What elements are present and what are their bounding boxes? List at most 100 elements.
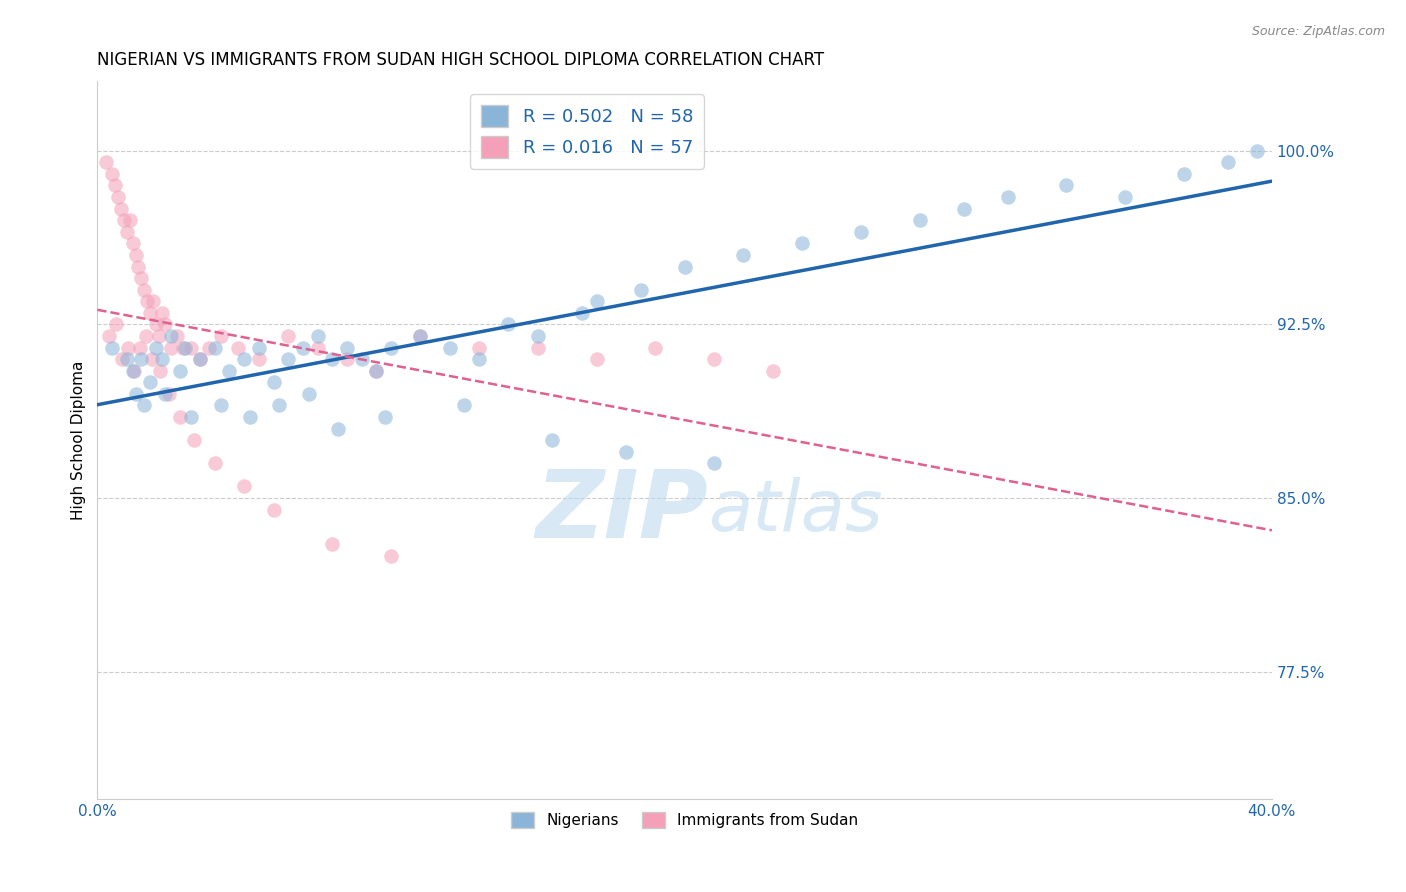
- Point: [1114, 190, 1136, 204]
- Point: [733, 248, 755, 262]
- Point: [183, 433, 205, 447]
- Point: [952, 202, 974, 216]
- Point: [673, 260, 696, 274]
- Point: [233, 352, 256, 367]
- Point: [1216, 155, 1239, 169]
- Point: [762, 364, 785, 378]
- Point: [139, 306, 162, 320]
- Point: [111, 352, 134, 367]
- Point: [104, 178, 127, 193]
- Point: [105, 318, 128, 332]
- Point: [291, 341, 314, 355]
- Point: [110, 202, 132, 216]
- Point: [703, 352, 725, 367]
- Point: [409, 329, 432, 343]
- Point: [204, 341, 226, 355]
- Point: [121, 236, 143, 251]
- Point: [307, 329, 329, 343]
- Point: [115, 352, 138, 367]
- Point: [153, 386, 176, 401]
- Point: [145, 341, 167, 355]
- Point: [585, 294, 607, 309]
- Point: [321, 537, 343, 551]
- Point: [326, 421, 349, 435]
- Point: [298, 386, 321, 401]
- Point: [374, 409, 396, 424]
- Point: [180, 341, 202, 355]
- Text: atlas: atlas: [709, 477, 883, 546]
- Point: [321, 352, 343, 367]
- Point: [180, 409, 202, 424]
- Point: [112, 213, 135, 227]
- Point: [218, 364, 240, 378]
- Point: [150, 352, 173, 367]
- Point: [226, 341, 249, 355]
- Point: [468, 341, 491, 355]
- Point: [849, 225, 872, 239]
- Point: [117, 341, 139, 355]
- Point: [269, 398, 291, 412]
- Point: [997, 190, 1019, 204]
- Point: [409, 329, 432, 343]
- Text: ZIP: ZIP: [536, 466, 709, 558]
- Point: [174, 341, 197, 355]
- Text: Source: ZipAtlas.com: Source: ZipAtlas.com: [1251, 25, 1385, 38]
- Point: [107, 190, 129, 204]
- Point: [307, 341, 329, 355]
- Point: [124, 386, 146, 401]
- Point: [148, 329, 170, 343]
- Point: [141, 352, 163, 367]
- Point: [204, 456, 226, 470]
- Point: [247, 352, 270, 367]
- Point: [585, 352, 607, 367]
- Point: [247, 341, 270, 355]
- Point: [1246, 144, 1268, 158]
- Point: [129, 341, 152, 355]
- Point: [209, 329, 232, 343]
- Point: [198, 341, 221, 355]
- Point: [790, 236, 813, 251]
- Point: [453, 398, 475, 412]
- Point: [439, 341, 461, 355]
- Point: [541, 433, 564, 447]
- Point: [908, 213, 931, 227]
- Point: [336, 352, 359, 367]
- Point: [121, 364, 143, 378]
- Point: [571, 306, 593, 320]
- Point: [139, 376, 162, 390]
- Point: [188, 352, 211, 367]
- Y-axis label: High School Diploma: High School Diploma: [72, 360, 86, 520]
- Point: [188, 352, 211, 367]
- Point: [142, 294, 165, 309]
- Legend: Nigerians, Immigrants from Sudan: Nigerians, Immigrants from Sudan: [505, 806, 865, 834]
- Point: [468, 352, 491, 367]
- Point: [131, 271, 153, 285]
- Text: NIGERIAN VS IMMIGRANTS FROM SUDAN HIGH SCHOOL DIPLOMA CORRELATION CHART: NIGERIAN VS IMMIGRANTS FROM SUDAN HIGH S…: [97, 51, 824, 69]
- Point: [157, 386, 180, 401]
- Point: [263, 376, 285, 390]
- Point: [150, 306, 173, 320]
- Point: [98, 329, 121, 343]
- Point: [118, 213, 141, 227]
- Point: [169, 409, 191, 424]
- Point: [527, 329, 550, 343]
- Point: [209, 398, 232, 412]
- Point: [145, 318, 167, 332]
- Point: [630, 283, 652, 297]
- Point: [134, 398, 156, 412]
- Point: [498, 318, 520, 332]
- Point: [336, 341, 359, 355]
- Point: [159, 341, 181, 355]
- Point: [277, 352, 299, 367]
- Point: [122, 364, 145, 378]
- Point: [131, 352, 153, 367]
- Point: [1054, 178, 1077, 193]
- Point: [159, 329, 181, 343]
- Point: [614, 444, 637, 458]
- Point: [239, 409, 262, 424]
- Point: [115, 225, 138, 239]
- Point: [149, 364, 172, 378]
- Point: [350, 352, 373, 367]
- Point: [703, 456, 725, 470]
- Point: [153, 318, 176, 332]
